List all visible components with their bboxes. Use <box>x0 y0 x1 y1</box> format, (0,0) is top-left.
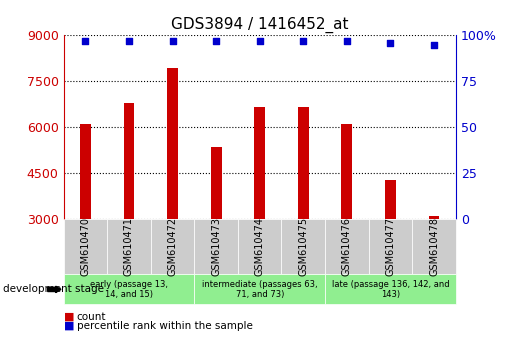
Text: percentile rank within the sample: percentile rank within the sample <box>77 321 253 331</box>
Bar <box>429 216 439 219</box>
Point <box>125 38 133 44</box>
Text: count: count <box>77 312 107 322</box>
Text: early (passage 13,
14, and 15): early (passage 13, 14, and 15) <box>90 280 168 299</box>
Point <box>81 38 90 44</box>
Bar <box>80 124 91 219</box>
Point <box>342 38 351 44</box>
Text: GSM610473: GSM610473 <box>211 217 221 276</box>
Bar <box>298 108 308 219</box>
Text: intermediate (passages 63,
71, and 73): intermediate (passages 63, 71, and 73) <box>202 280 317 299</box>
Point <box>169 38 177 44</box>
Text: ■: ■ <box>64 312 74 322</box>
Title: GDS3894 / 1416452_at: GDS3894 / 1416452_at <box>171 16 348 33</box>
Text: GSM610477: GSM610477 <box>385 217 395 276</box>
Text: GSM610478: GSM610478 <box>429 217 439 276</box>
Point <box>212 38 220 44</box>
Text: GSM610472: GSM610472 <box>167 217 178 276</box>
Point <box>430 42 438 47</box>
Bar <box>211 147 222 219</box>
Text: GSM610471: GSM610471 <box>124 217 134 276</box>
Text: GSM610475: GSM610475 <box>298 217 308 276</box>
Point <box>386 40 395 46</box>
Bar <box>123 103 135 219</box>
Text: GSM610476: GSM610476 <box>342 217 352 276</box>
Bar <box>341 124 352 219</box>
Text: GSM610470: GSM610470 <box>81 217 91 276</box>
Text: ■: ■ <box>64 321 74 331</box>
Bar <box>254 108 265 219</box>
Point <box>299 38 307 44</box>
Bar <box>385 179 396 219</box>
Text: development stage: development stage <box>3 284 104 295</box>
Text: GSM610474: GSM610474 <box>255 217 264 276</box>
Point <box>255 38 264 44</box>
Bar <box>167 68 178 219</box>
Text: late (passage 136, 142, and
143): late (passage 136, 142, and 143) <box>332 280 449 299</box>
